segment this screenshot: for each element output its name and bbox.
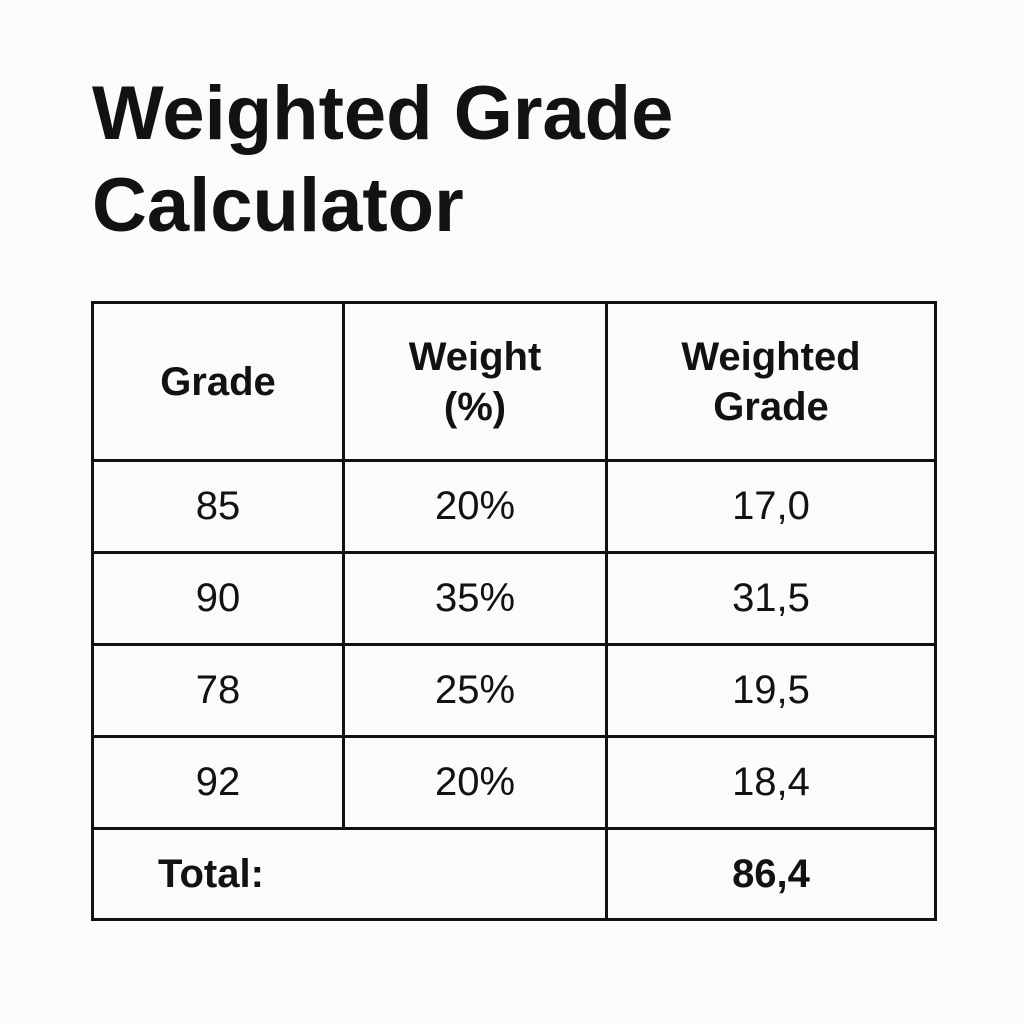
page-title-line-1: Weighted Grade bbox=[92, 71, 674, 156]
header-weight-label: Weight bbox=[408, 334, 542, 379]
table-header-row: Grade Weight (%) Weighted Grade bbox=[91, 301, 937, 462]
table-row: 78 25% 19,5 bbox=[91, 643, 937, 738]
cell-weighted-grade: 17,0 bbox=[605, 459, 937, 554]
table-row: 92 20% 18,4 bbox=[91, 735, 937, 830]
cell-weighted-grade: 19,5 bbox=[605, 643, 937, 738]
cell-weighted-grade: 18,4 bbox=[605, 735, 937, 830]
cell-grade: 90 bbox=[91, 551, 345, 646]
cell-grade: 92 bbox=[91, 735, 345, 830]
cell-weight: 20% bbox=[342, 735, 608, 830]
table-row: 85 20% 17,0 bbox=[91, 459, 937, 554]
cell-grade: 78 bbox=[91, 643, 345, 738]
total-value: 86,4 bbox=[605, 827, 937, 921]
total-row: Total: 86,4 bbox=[91, 827, 937, 921]
cell-grade: 85 bbox=[91, 459, 345, 554]
header-grade: Grade bbox=[91, 301, 345, 462]
header-grade-label: Grade bbox=[160, 359, 276, 404]
cell-weight: 35% bbox=[342, 551, 608, 646]
table-row: 90 35% 31,5 bbox=[91, 551, 937, 646]
header-weighted-grade-line-2: Grade bbox=[713, 384, 829, 429]
header-weight-unit: (%) bbox=[443, 384, 507, 429]
cell-weighted-grade: 31,5 bbox=[605, 551, 937, 646]
header-weighted-grade: Weighted Grade bbox=[605, 301, 937, 462]
header-weighted-grade-line-1: Weighted bbox=[681, 334, 861, 379]
cell-weight: 25% bbox=[342, 643, 608, 738]
total-label: Total: bbox=[91, 827, 608, 921]
header-weight: Weight (%) bbox=[342, 301, 608, 462]
grade-table: Grade Weight (%) Weighted Grade 85 20% 1… bbox=[91, 301, 937, 921]
cell-weight: 20% bbox=[342, 459, 608, 554]
page-title: Weighted Grade Calculator bbox=[92, 68, 673, 252]
page-title-line-2: Calculator bbox=[92, 163, 464, 248]
